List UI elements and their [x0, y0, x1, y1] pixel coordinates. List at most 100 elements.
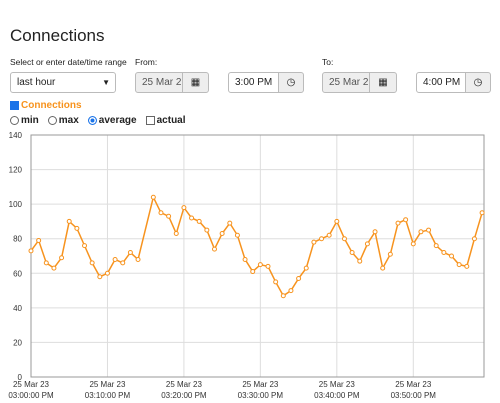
mode-option[interactable]: max — [47, 115, 79, 126]
x-tick-date: 25 Mar 23 — [319, 380, 356, 389]
point — [349, 250, 355, 256]
from-date[interactable]: 25 Mar 2 — [135, 72, 183, 93]
range-label: Select or enter date/time range — [10, 57, 127, 67]
point — [66, 218, 72, 224]
y-tick-label: 40 — [13, 304, 22, 313]
point — [36, 237, 42, 243]
point — [173, 231, 179, 237]
point — [372, 229, 378, 235]
point — [441, 250, 447, 256]
to-calendar[interactable]: ▦ — [369, 72, 397, 93]
point — [158, 210, 164, 216]
point — [433, 243, 439, 249]
point — [181, 205, 187, 211]
point — [28, 248, 34, 254]
to-label: To: — [322, 57, 334, 67]
point — [250, 269, 256, 275]
mode-label: min — [21, 115, 39, 126]
point — [82, 243, 88, 249]
y-tick-label: 20 — [13, 338, 22, 347]
point — [471, 236, 477, 242]
point — [127, 250, 133, 256]
point — [265, 263, 271, 269]
x-tick-label: 25 Mar 23 03:00:00 PM — [8, 380, 54, 400]
point — [334, 218, 340, 224]
point — [257, 262, 263, 268]
to-time[interactable]: 4:00 PM — [416, 72, 466, 93]
point — [104, 270, 110, 276]
point — [211, 246, 217, 252]
series-line — [30, 195, 483, 297]
point — [410, 241, 416, 247]
to-clock[interactable]: ◷ — [465, 72, 491, 93]
point — [387, 251, 393, 257]
mode-row: min max average actual — [10, 115, 186, 126]
y-tick-label: 100 — [9, 200, 23, 209]
point — [89, 260, 95, 266]
mode-input[interactable] — [87, 116, 97, 125]
point — [296, 275, 302, 281]
point — [43, 260, 49, 266]
point — [196, 218, 202, 224]
from-calendar[interactable]: ▦ — [182, 72, 209, 93]
series-toggle[interactable]: Connections — [10, 100, 82, 111]
point — [135, 256, 141, 262]
x-tick-label: 25 Mar 23 03:40:00 PM — [314, 380, 360, 400]
point — [74, 225, 80, 231]
point — [234, 232, 240, 238]
x-tick-time: 03:50:00 PM — [391, 391, 437, 400]
point — [120, 260, 126, 266]
point — [219, 231, 225, 237]
point — [456, 262, 462, 268]
x-tick-date: 25 Mar 23 — [13, 380, 50, 389]
point — [150, 194, 156, 200]
series-label: Connections — [21, 100, 82, 111]
y-tick-label: 0 — [18, 373, 23, 382]
x-tick-time: 03:00:00 PM — [8, 391, 54, 400]
x-tick-label: 25 Mar 23 03:20:00 PM — [161, 380, 207, 400]
range-select[interactable]: last hour ▼ — [10, 72, 116, 93]
x-tick-label: 25 Mar 23 03:10:00 PM — [85, 380, 131, 400]
mode-label: average — [98, 115, 137, 126]
x-tick-time: 03:30:00 PM — [238, 391, 284, 400]
x-tick-date: 25 Mar 23 — [89, 380, 126, 389]
point — [51, 265, 57, 271]
mode-option[interactable]: actual — [145, 115, 186, 126]
to-date[interactable]: 25 Mar 2 — [322, 72, 370, 93]
mode-option[interactable]: min — [10, 115, 39, 126]
point — [112, 256, 118, 262]
point — [227, 220, 233, 226]
mode-input[interactable] — [47, 116, 57, 125]
point — [464, 263, 470, 269]
page-title: Connections — [10, 26, 105, 45]
point — [395, 220, 401, 226]
point — [166, 213, 172, 219]
point — [204, 227, 210, 233]
x-tick-label: 25 Mar 23 03:30:00 PM — [238, 380, 284, 400]
x-tick-time: 03:10:00 PM — [85, 391, 131, 400]
mode-label: max — [58, 115, 79, 126]
y-tick-label: 80 — [13, 235, 22, 244]
point — [479, 210, 485, 216]
from-clock[interactable]: ◷ — [278, 72, 304, 93]
mode-option[interactable]: average — [87, 115, 137, 126]
mode-input[interactable] — [10, 116, 19, 125]
point — [418, 229, 424, 235]
from-time[interactable]: 3:00 PM — [228, 72, 279, 93]
y-tick-label: 140 — [9, 131, 23, 140]
point — [311, 239, 317, 245]
point — [97, 274, 103, 280]
mode-label: actual — [156, 115, 186, 126]
point — [303, 265, 309, 271]
y-tick-label: 60 — [13, 269, 22, 278]
point — [341, 236, 347, 242]
point — [380, 265, 386, 271]
range-value: last hour — [17, 77, 56, 88]
point — [242, 256, 248, 262]
mode-input[interactable] — [145, 116, 155, 125]
point — [319, 236, 325, 242]
point — [288, 288, 294, 294]
point — [326, 232, 332, 238]
